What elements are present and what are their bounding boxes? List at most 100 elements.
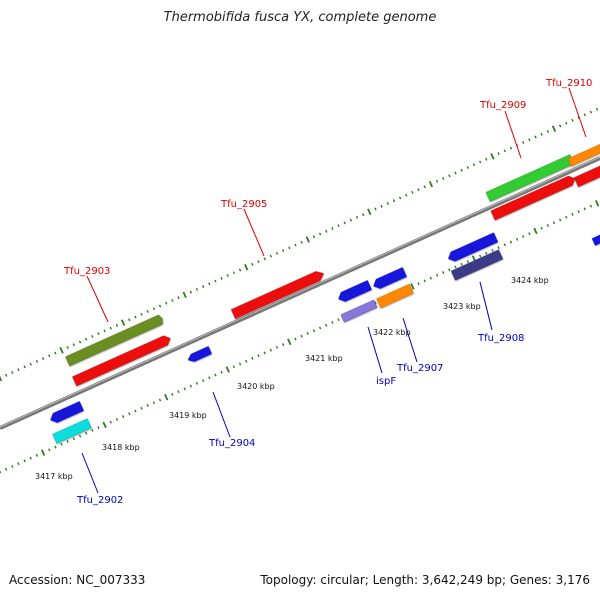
minor-tick — [386, 202, 389, 205]
minor-tick — [497, 152, 500, 156]
minor-tick — [294, 243, 297, 247]
minor-tick — [312, 329, 316, 333]
minor-tick — [177, 296, 180, 300]
accession-text: Accession: NC_007333 — [9, 573, 146, 587]
minor-tick — [478, 254, 482, 258]
minor-tick — [294, 337, 297, 341]
minor-tick — [300, 240, 303, 244]
minor-tick — [146, 404, 149, 407]
minor-tick — [331, 320, 334, 324]
minor-tick — [214, 373, 217, 377]
minor-tick — [232, 365, 236, 369]
minor-tick — [491, 248, 494, 252]
minor-tick — [152, 401, 156, 405]
minor-tick — [171, 298, 174, 302]
minor-tick — [11, 465, 14, 468]
minor-tick — [485, 157, 488, 161]
minor-tick — [281, 343, 285, 347]
major-tick — [305, 236, 310, 243]
minor-tick — [503, 149, 506, 153]
minor-tick — [238, 362, 242, 366]
minor-tick — [238, 268, 242, 272]
minor-tick — [558, 124, 562, 128]
minor-tick — [546, 224, 550, 227]
minor-tick — [442, 177, 445, 180]
minor-tick — [17, 368, 20, 372]
minor-tick — [23, 365, 26, 369]
minor-tick — [165, 301, 168, 305]
minor-tick — [0, 470, 2, 474]
feature-tfu-2903-olive[interactable] — [65, 314, 165, 367]
minor-tick — [429, 276, 433, 280]
minor-tick — [331, 226, 334, 230]
minor-tick — [571, 212, 574, 216]
feature-ispf-blue[interactable] — [336, 280, 372, 303]
minor-tick — [503, 243, 506, 247]
major-tick — [40, 449, 46, 456]
minor-tick — [583, 113, 586, 117]
feature-tfu-2902-cyan[interactable] — [52, 418, 92, 444]
minor-tick — [318, 232, 322, 236]
feature-tfu-2910[interactable] — [573, 162, 600, 188]
minor-tick — [337, 224, 340, 228]
minor-tick — [140, 406, 143, 410]
minor-tick — [417, 282, 420, 286]
feature-tfu-2905[interactable] — [230, 269, 325, 319]
major-tick — [120, 319, 126, 326]
minor-tick — [528, 138, 531, 142]
minor-tick — [220, 276, 223, 280]
minor-tick — [337, 318, 340, 322]
minor-tick — [97, 332, 100, 336]
minor-tick — [263, 351, 266, 355]
minor-tick — [325, 323, 328, 327]
feature-tfu-2909[interactable] — [490, 174, 577, 221]
scale-label-3417: 3417 kbp — [35, 472, 73, 481]
minor-tick — [398, 196, 402, 200]
feature-tfu-2910-orange[interactable] — [567, 142, 600, 167]
gene-label-ispf: ispF — [376, 376, 396, 387]
minor-tick — [583, 207, 586, 211]
minor-tick — [540, 132, 543, 136]
major-tick — [367, 208, 372, 216]
feature-tfu-2906[interactable] — [371, 267, 407, 290]
minor-tick — [558, 218, 562, 222]
feature-tfu-2904[interactable] — [186, 346, 212, 363]
minor-tick — [257, 260, 260, 264]
minor-tick — [442, 271, 445, 274]
minor-tick — [183, 387, 186, 391]
minor-tick — [140, 312, 143, 316]
feature-tfu-2907[interactable] — [376, 283, 414, 309]
major-tick — [0, 375, 3, 382]
minor-tick — [35, 453, 39, 457]
minor-tick — [158, 304, 162, 308]
minor-tick — [522, 141, 525, 144]
minor-tick — [17, 462, 20, 466]
feature-edge-blue[interactable] — [591, 234, 600, 246]
minor-tick — [109, 420, 112, 424]
feature-tfu-2903[interactable] — [72, 334, 173, 387]
minor-tick — [275, 345, 279, 349]
minor-tick — [300, 334, 303, 338]
minor-tick — [4, 467, 8, 471]
minor-tick — [423, 279, 426, 283]
genome-backbone — [0, 156, 600, 430]
minor-tick — [595, 107, 599, 111]
minor-tick — [343, 221, 346, 225]
feature-tfu-2908[interactable] — [450, 249, 504, 281]
major-tick — [164, 393, 169, 401]
minor-tick — [48, 354, 51, 358]
minor-tick — [208, 282, 211, 286]
gene-label-tfu-2904: Tfu_2904 — [208, 438, 255, 449]
minor-tick — [4, 373, 8, 377]
minor-tick — [589, 110, 593, 114]
minor-tick — [54, 351, 57, 355]
gene-label-tfu-2909: Tfu_2909 — [479, 100, 526, 111]
feature-ispf[interactable] — [340, 299, 378, 323]
gene-label-tfu-2905: Tfu_2905 — [220, 199, 267, 210]
scale-label-3419: 3419 kbp — [169, 411, 207, 420]
feature-tfu-2908-blue[interactable] — [446, 232, 499, 263]
major-tick — [594, 200, 600, 207]
minor-tick — [411, 190, 414, 194]
feature-tfu-2902[interactable] — [48, 401, 84, 424]
